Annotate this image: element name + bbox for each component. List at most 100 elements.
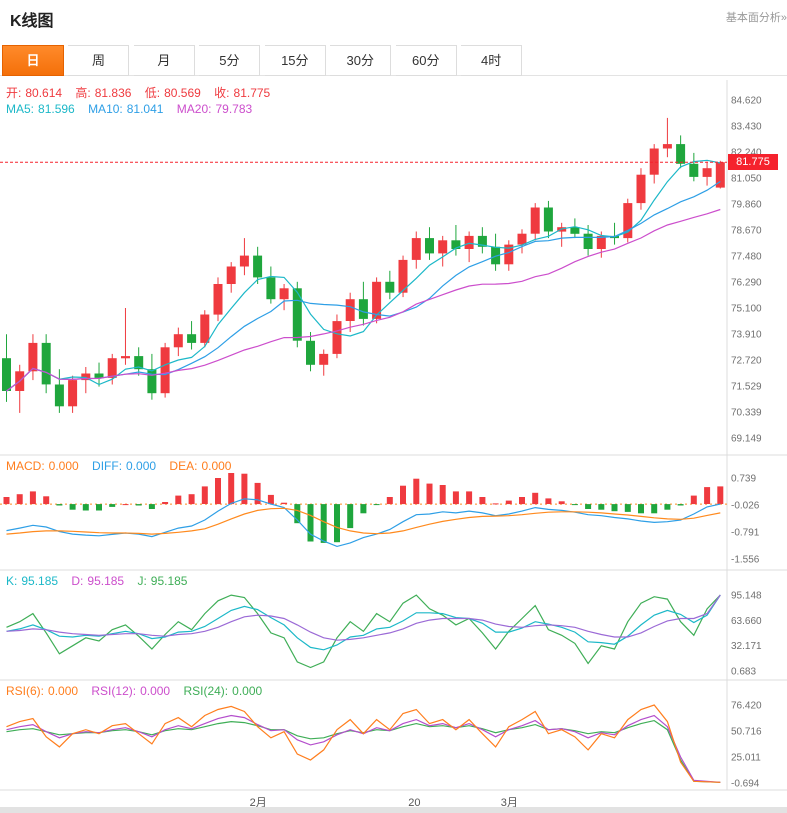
y-tick-label: 82.240: [731, 148, 762, 159]
high-value: 81.836: [94, 86, 132, 100]
header: K线图 基本面分析»: [0, 0, 787, 34]
dea-value: 0.000: [201, 459, 232, 473]
macd-panel: [0, 473, 727, 548]
k-pair: K: 95.185: [6, 574, 58, 588]
y-tick-label: -0.026: [731, 501, 760, 512]
rsi24-pair: RSI(24): 0.000: [183, 684, 262, 698]
tab-month[interactable]: 月: [133, 45, 195, 76]
j-pair: J: 95.185: [137, 574, 187, 588]
rsi12-label: RSI(12):: [91, 684, 137, 698]
ma10-label: MA10:: [88, 102, 123, 116]
y-tick-label: 84.620: [731, 96, 762, 107]
rsi12-value: 0.000: [140, 684, 171, 698]
kline-chart-svg[interactable]: 84.620 83.430 82.240 81.050 79.860 78.670 77.4…: [0, 80, 787, 813]
y-tick-label: 76.290: [731, 278, 762, 289]
period-tabbar: 日 周 月 5分 15分 30分 60分 4时: [0, 45, 787, 76]
ma5-label: MA5:: [6, 102, 35, 116]
dea-label: DEA:: [169, 459, 198, 473]
diff-value: 0.000: [126, 459, 157, 473]
low-label: 低:: [144, 86, 161, 100]
current-price-tag: 81.775: [728, 154, 778, 170]
x-axis-label: 20: [408, 797, 420, 809]
ma-legend: MA5: 81.596 MA10: 81.041 MA20: 79.783: [6, 102, 262, 116]
close-label: 收:: [214, 86, 230, 100]
rsi-panel: [6, 704, 721, 783]
page-title: K线图: [10, 13, 54, 30]
ma20-value: 79.783: [215, 102, 253, 116]
tab-day[interactable]: 日: [2, 45, 64, 76]
d-value: 95.185: [87, 574, 125, 588]
tab-15min[interactable]: 15分: [264, 45, 326, 76]
macd-legend: MACD: 0.000 DIFF: 0.000 DEA: 0.000: [6, 459, 241, 473]
y-tick-label: 0.739: [731, 474, 756, 485]
high-label: 高:: [75, 86, 91, 100]
tab-4hour[interactable]: 4时: [461, 45, 523, 76]
y-tick-label: 25.011: [731, 753, 761, 764]
open-label: 开:: [6, 86, 22, 100]
y-tick-label: -0.791: [731, 528, 760, 539]
horizontal-scrollbar[interactable]: [0, 807, 787, 813]
j-value: 95.185: [150, 574, 188, 588]
x-axis-label: 3月: [501, 797, 518, 809]
rsi6-pair: RSI(6): 0.000: [6, 684, 78, 698]
ma20-label: MA20:: [176, 102, 212, 116]
rsi24-value: 0.000: [232, 684, 263, 698]
y-tick-label: 77.480: [731, 252, 762, 263]
tab-60min[interactable]: 60分: [395, 45, 457, 76]
y-tick-label: 73.910: [731, 330, 762, 341]
y-tick-label: 50.716: [731, 727, 762, 738]
y-tick-label: 63.660: [731, 616, 762, 627]
d-label: D:: [71, 574, 84, 588]
open-value: 80.614: [25, 86, 63, 100]
ma10-value: 81.041: [126, 102, 164, 116]
k-value: 95.185: [21, 574, 59, 588]
macd-pair: MACD: 0.000: [6, 459, 79, 473]
ma5-value: 81.596: [38, 102, 75, 116]
axes-and-grid: 84.620 83.430 82.240 81.050 79.860 78.670 77.4…: [0, 80, 787, 809]
tab-5min[interactable]: 5分: [199, 45, 261, 76]
y-tick-label: 76.420: [731, 701, 762, 712]
macd-value: 0.000: [48, 459, 79, 473]
tab-week[interactable]: 周: [68, 45, 130, 76]
close-pair: 收: 81.775: [214, 86, 270, 100]
j-label: J:: [137, 574, 147, 588]
high-pair: 高: 81.836: [75, 86, 131, 100]
y-tick-label: 78.670: [731, 226, 762, 237]
low-value: 80.569: [164, 86, 201, 100]
candlestick-panel: [2, 117, 725, 413]
y-tick-label: 81.050: [731, 174, 762, 185]
rsi24-label: RSI(24):: [183, 684, 229, 698]
y-tick-label: 69.149: [731, 434, 762, 445]
ma10-pair: MA10: 81.041: [88, 102, 163, 116]
d-pair: D: 95.185: [71, 574, 124, 588]
kdj-legend: K: 95.185 D: 95.185 J: 95.185: [6, 574, 197, 588]
ma5-pair: MA5: 81.596: [6, 102, 75, 116]
y-tick-label: -1.556: [731, 555, 760, 566]
y-tick-label: 95.148: [731, 591, 762, 602]
diff-pair: DIFF: 0.000: [92, 459, 156, 473]
kdj-panel: [6, 594, 721, 669]
rsi6-value: 0.000: [48, 684, 79, 698]
y-tick-label: 71.529: [731, 382, 762, 393]
close-value: 81.775: [233, 86, 271, 100]
ohlc-legend: 开: 80.614 高: 81.836 低: 80.569 收: 81.775: [6, 84, 280, 101]
y-tick-label: 32.171: [731, 641, 762, 652]
y-tick-label: 83.430: [731, 122, 762, 133]
rsi12-pair: RSI(12): 0.000: [91, 684, 170, 698]
x-axis-label: 2月: [250, 797, 267, 809]
y-tick-label: 70.339: [731, 408, 762, 419]
tab-30min[interactable]: 30分: [330, 45, 392, 76]
diff-label: DIFF:: [92, 459, 123, 473]
macd-label: MACD:: [6, 459, 45, 473]
y-tick-label: 75.100: [731, 304, 762, 315]
rsi6-label: RSI(6):: [6, 684, 45, 698]
y-tick-label: 0.683: [731, 666, 756, 677]
y-tick-label: -0.694: [731, 779, 760, 790]
k-label: K:: [6, 574, 18, 588]
y-tick-label: 72.720: [731, 356, 762, 367]
fundamental-analysis-link[interactable]: 基本面分析»: [725, 12, 787, 24]
open-pair: 开: 80.614: [6, 86, 62, 100]
y-tick-label: 79.860: [731, 200, 762, 211]
low-pair: 低: 80.569: [145, 86, 201, 100]
